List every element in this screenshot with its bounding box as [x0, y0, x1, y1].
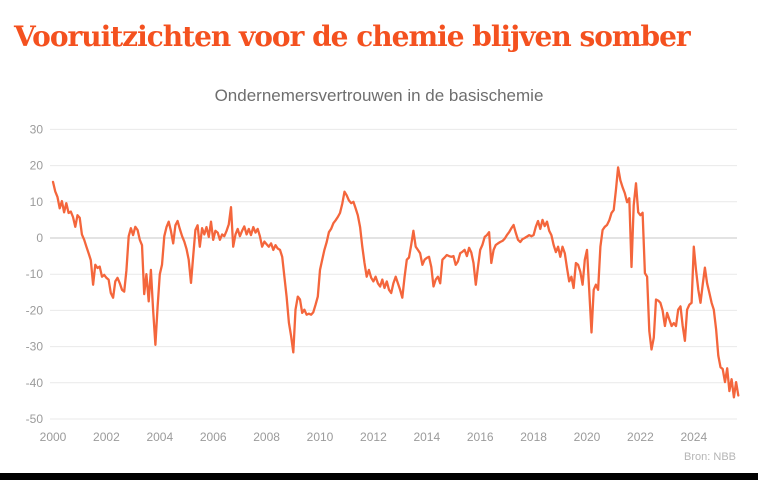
y-axis-tick-label: -40 — [26, 376, 44, 390]
x-axis-tick-label: 2008 — [253, 430, 280, 444]
x-axis-tick-label: 2000 — [40, 430, 67, 444]
y-axis-tick-label: 20 — [30, 159, 44, 173]
chart-subtitle: Ondernemersvertrouwen in de basischemie — [214, 86, 544, 105]
x-axis-tick-label: 2022 — [627, 430, 654, 444]
x-axis-tick-label: 2004 — [146, 430, 173, 444]
x-axis-tick-label: 2014 — [413, 430, 440, 444]
x-axis-tick-label: 2018 — [520, 430, 547, 444]
x-axis-tick-label: 2020 — [574, 430, 601, 444]
y-axis-tick-label: -20 — [26, 303, 44, 317]
x-axis-tick-label: 2024 — [680, 430, 707, 444]
x-axis-tick-label: 2016 — [467, 430, 494, 444]
y-axis-tick-label: 0 — [36, 231, 43, 245]
y-axis-tick-label: 10 — [30, 195, 44, 209]
y-axis-tick-label: -50 — [26, 412, 44, 426]
chart-source-label: Bron: NBB — [684, 451, 736, 463]
y-axis-tick-label: 30 — [30, 122, 44, 136]
page-title: Vooruitzichten voor de chemie blijven so… — [14, 20, 691, 53]
y-axis-tick-label: -10 — [26, 267, 44, 281]
x-axis-tick-label: 2010 — [307, 430, 334, 444]
x-axis-tick-label: 2006 — [200, 430, 227, 444]
x-axis-tick-label: 2002 — [93, 430, 120, 444]
y-axis-tick-label: -30 — [26, 340, 44, 354]
bottom-border-bar — [0, 473, 758, 480]
data-series-line — [51, 166, 740, 399]
x-axis-tick-label: 2012 — [360, 430, 387, 444]
